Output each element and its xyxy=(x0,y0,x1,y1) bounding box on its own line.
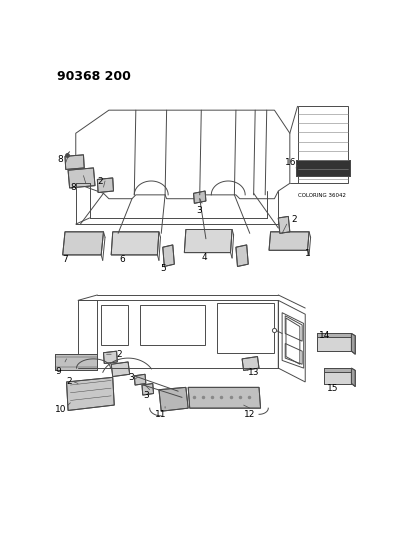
Text: 3: 3 xyxy=(196,206,202,215)
Text: 3: 3 xyxy=(144,391,149,400)
Text: 2: 2 xyxy=(292,215,297,224)
Text: 2: 2 xyxy=(67,377,72,386)
Text: 6: 6 xyxy=(119,255,125,264)
Text: 2: 2 xyxy=(117,350,122,359)
Polygon shape xyxy=(324,372,351,384)
Polygon shape xyxy=(68,168,95,188)
Polygon shape xyxy=(351,368,355,386)
Polygon shape xyxy=(188,387,261,408)
Polygon shape xyxy=(317,337,351,351)
Polygon shape xyxy=(159,387,188,411)
Polygon shape xyxy=(236,245,248,266)
Polygon shape xyxy=(163,245,174,266)
Polygon shape xyxy=(65,155,84,169)
Text: 2: 2 xyxy=(97,177,103,186)
Polygon shape xyxy=(67,377,114,410)
Polygon shape xyxy=(184,230,232,253)
Polygon shape xyxy=(142,384,154,395)
Polygon shape xyxy=(97,178,113,192)
Text: 15: 15 xyxy=(327,384,338,392)
Polygon shape xyxy=(63,232,103,255)
Text: 8: 8 xyxy=(57,155,63,164)
Text: 7: 7 xyxy=(63,255,69,264)
Text: 4: 4 xyxy=(201,253,207,262)
Text: 12: 12 xyxy=(244,410,255,419)
Polygon shape xyxy=(111,362,130,377)
Text: 9: 9 xyxy=(55,367,61,376)
Polygon shape xyxy=(103,351,117,364)
Polygon shape xyxy=(242,357,259,370)
Polygon shape xyxy=(296,160,350,175)
Text: 14: 14 xyxy=(319,331,330,340)
Polygon shape xyxy=(194,191,206,203)
Text: 8: 8 xyxy=(71,183,76,192)
Polygon shape xyxy=(278,216,290,233)
Text: 16: 16 xyxy=(285,158,297,167)
Polygon shape xyxy=(317,334,351,337)
Polygon shape xyxy=(55,354,97,370)
Polygon shape xyxy=(324,368,351,372)
Polygon shape xyxy=(269,232,309,251)
Polygon shape xyxy=(351,334,355,354)
Text: 90368 200: 90368 200 xyxy=(57,70,131,83)
Text: 3: 3 xyxy=(128,374,134,383)
Text: 13: 13 xyxy=(247,368,259,377)
Polygon shape xyxy=(111,232,159,255)
Text: 1: 1 xyxy=(305,249,311,258)
Text: 5: 5 xyxy=(160,264,166,273)
Polygon shape xyxy=(134,374,146,385)
Text: 10: 10 xyxy=(55,405,67,414)
Text: COLORING 36042: COLORING 36042 xyxy=(298,193,346,198)
Text: 11: 11 xyxy=(155,410,166,419)
